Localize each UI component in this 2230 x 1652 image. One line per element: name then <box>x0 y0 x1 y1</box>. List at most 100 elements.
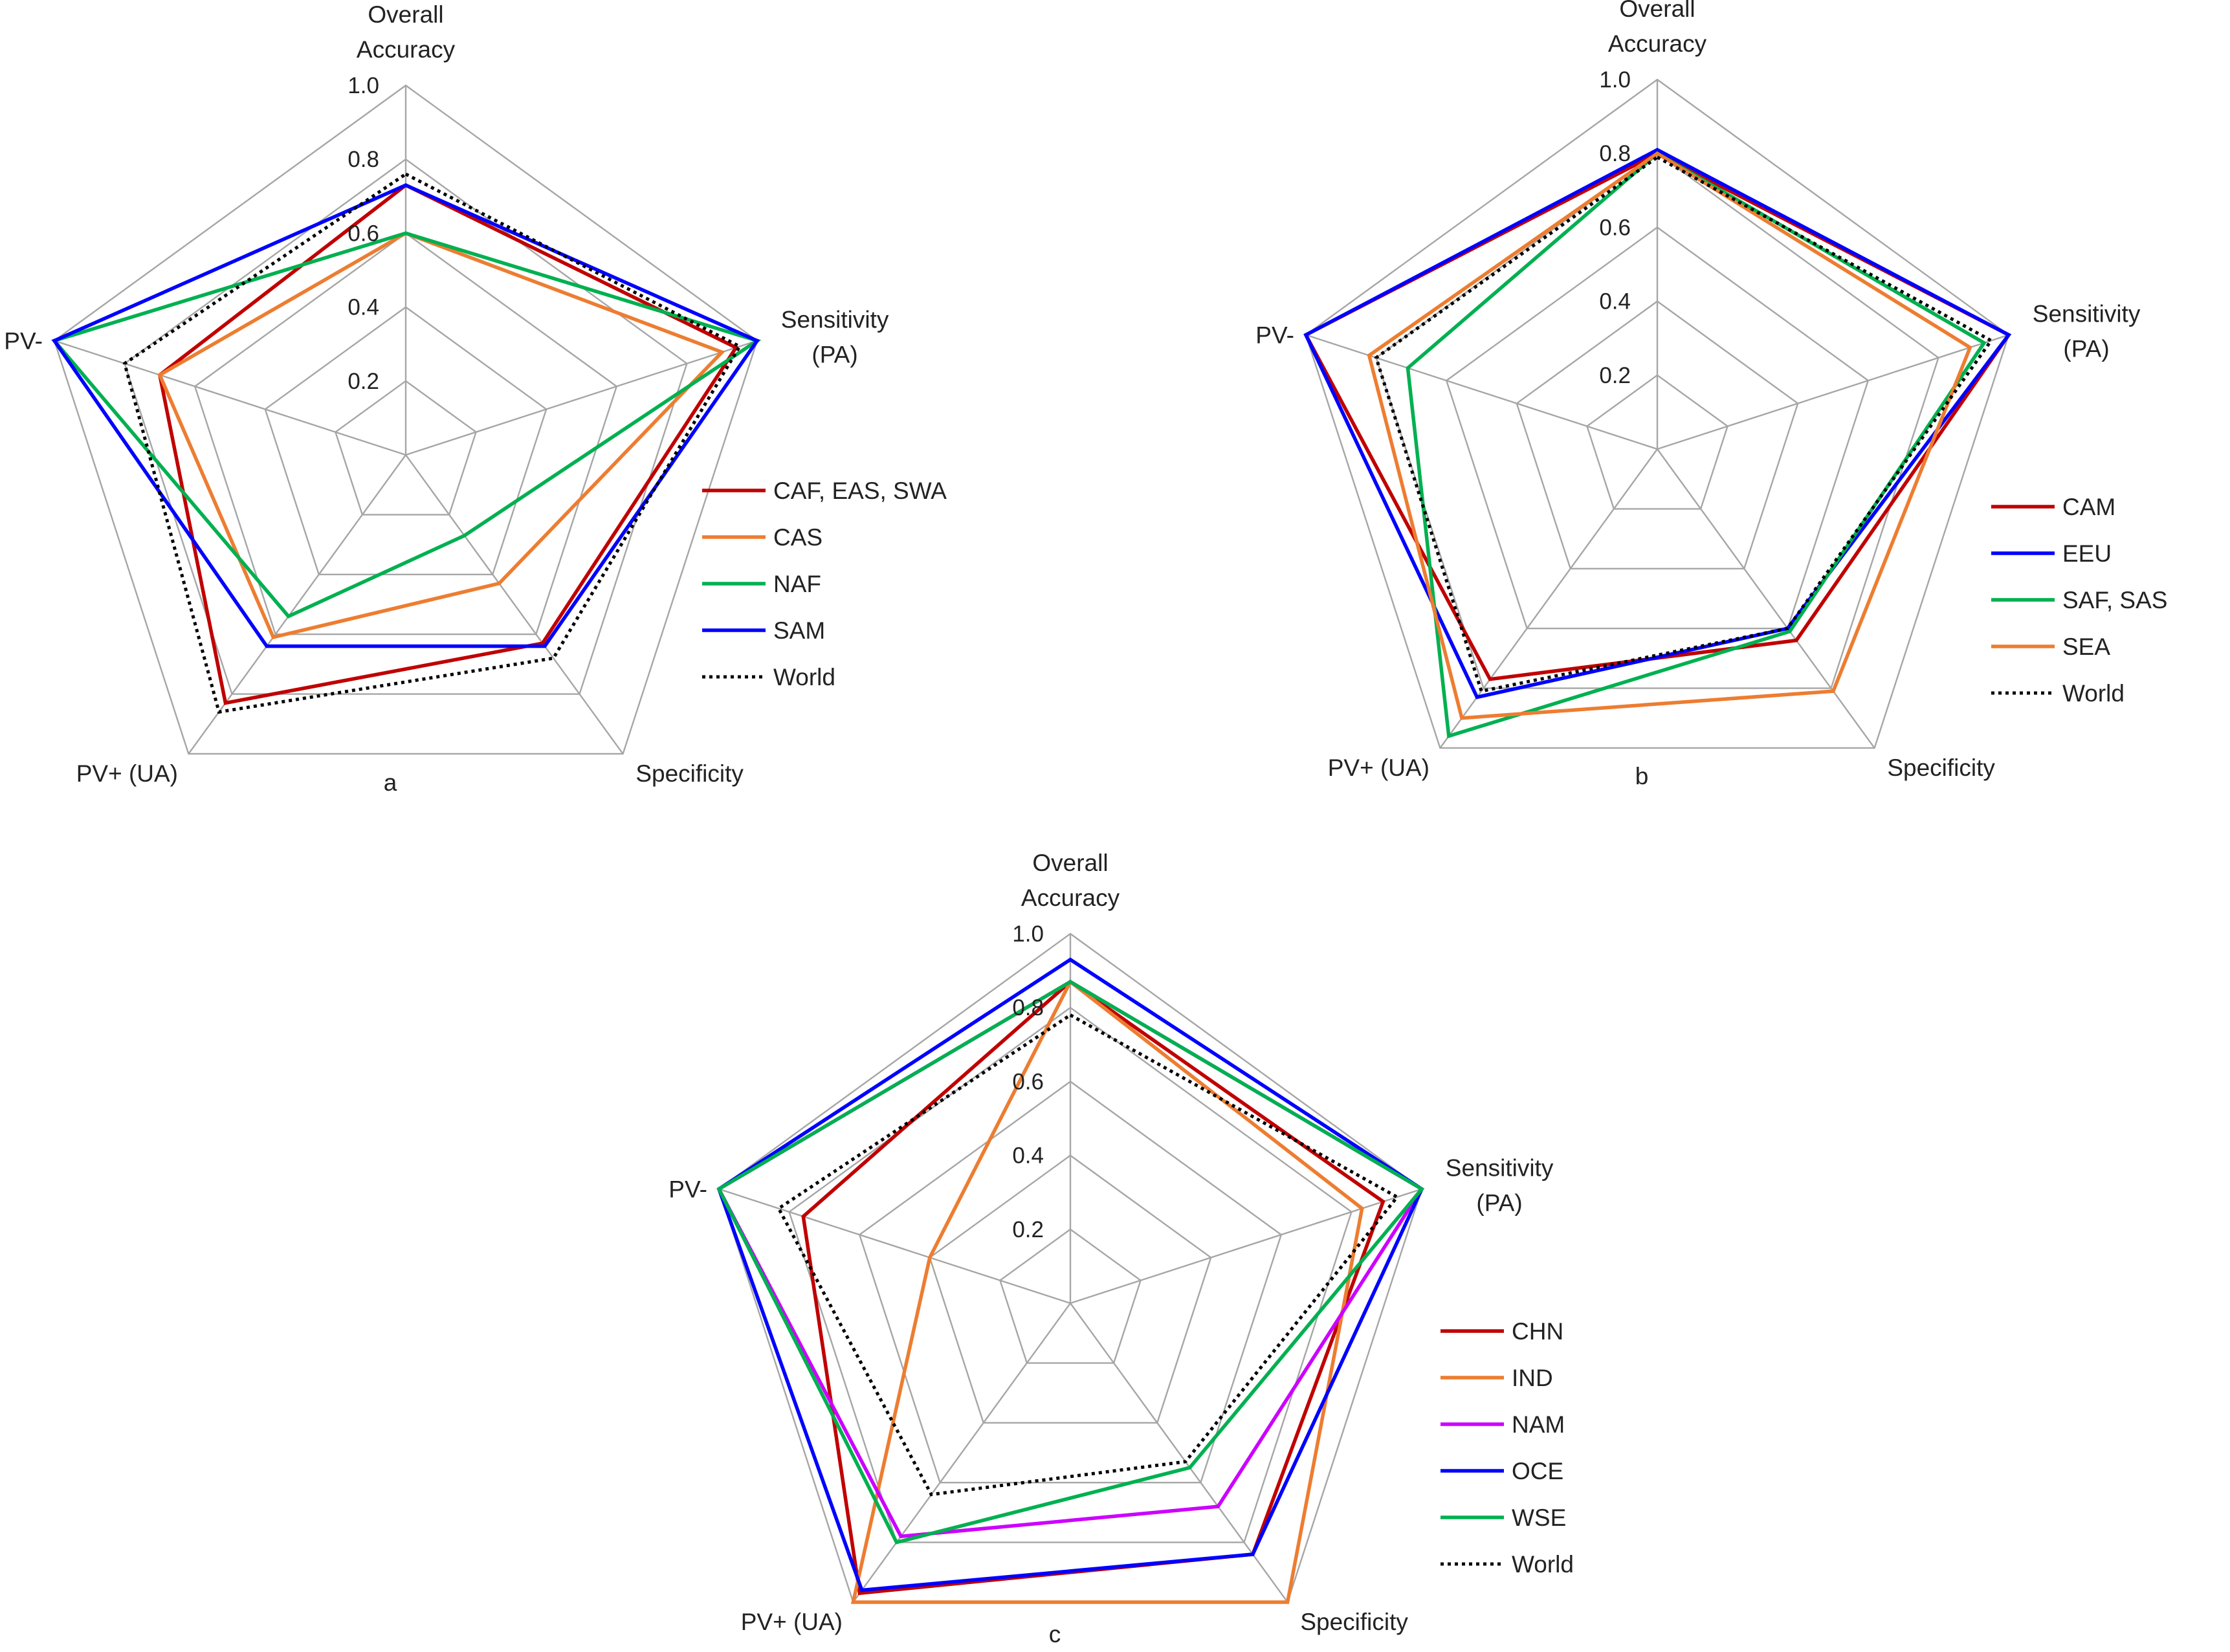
grid-spoke-4-c <box>718 1188 1071 1305</box>
grid-ring-2-a <box>264 306 547 575</box>
legend-label-wse-c: WSE <box>1512 1504 1566 1531</box>
tick-label-0-2-a: 0.2 <box>348 369 379 394</box>
axis-label-2-line-0-c: Specificity <box>1300 1609 1408 1635</box>
axis-label-1-line-0-a: Sensitivity <box>781 307 889 333</box>
tick-label-1-0-b: 1.0 <box>1599 67 1631 93</box>
series-world-c <box>776 1013 1400 1497</box>
radar-panel-b: 0.2 0.4 0.6 0.8 1.0 Overall Accuracy Sensitivi… <box>1255 0 2167 789</box>
radar-grid-c <box>718 932 1423 1603</box>
series-oce-c <box>716 957 1424 1592</box>
axis-label-0-line-0-c: Overall <box>1032 850 1108 876</box>
axis-label-4-line-0-c: PV- <box>668 1176 707 1203</box>
grid-ring-3-b <box>1445 226 1870 630</box>
radar-series-b <box>1303 148 2012 739</box>
legend-label-eeu-b: EEU <box>2062 540 2112 567</box>
tick-label-0-2-c: 0.2 <box>1012 1217 1044 1242</box>
grid-ring-5-b <box>1305 78 2010 749</box>
tick-label-0-4-a: 0.4 <box>348 295 379 320</box>
axis-label-0-line-1-c: Accuracy <box>1021 885 1120 911</box>
tick-label-0-6-c: 0.6 <box>1012 1069 1044 1094</box>
series-eeu-b <box>1303 148 2012 699</box>
series-naf-a <box>51 231 762 619</box>
tick-label-1-0-a: 1.0 <box>348 73 379 98</box>
radar-axis-labels-c: Overall Accuracy Sensitivity (PA) Specificit… <box>668 850 1554 1635</box>
grid-spoke-2-c <box>1070 1303 1288 1603</box>
axis-label-3-line-0-a: PV+ (UA) <box>76 760 178 787</box>
axis-label-3-line-0-b: PV+ (UA) <box>1328 754 1430 781</box>
legend-label-world-a: World <box>773 664 835 690</box>
legend-label-oce-c: OCE <box>1512 1458 1563 1484</box>
grid-ring-1-a <box>334 380 478 516</box>
axis-label-0-line-1-b: Accuracy <box>1608 30 1707 57</box>
legend-label-naf-a: NAF <box>773 571 821 597</box>
tick-label-0-8-a: 0.8 <box>348 147 379 172</box>
tick-label-0-6-b: 0.6 <box>1599 215 1631 240</box>
radar-axis-labels-a: Overall Accuracy Sensitivity (PA) Specificit… <box>4 1 889 787</box>
radar-legend-c: CHN IND NAM OCE WSE World <box>1441 1318 1574 1578</box>
grid-ring-4-a <box>124 158 688 695</box>
radar-panel-a: 0.2 0.4 0.6 0.8 1.0 Overall Accuracy Sensitivi… <box>4 1 947 796</box>
legend-label-cas-a: CAS <box>773 524 822 551</box>
grid-spoke-3-c <box>852 1303 1071 1603</box>
panel-label-c: c <box>1049 1621 1061 1647</box>
grid-spoke-4-a <box>54 340 406 456</box>
legend-label-sea-b: SEA <box>2062 633 2110 660</box>
radar-series-c <box>716 957 1425 1604</box>
axis-label-0-line-0-a: Overall <box>368 1 443 28</box>
legend-label-world-c: World <box>1512 1551 1574 1578</box>
axis-label-2-line-0-a: Specificity <box>635 760 744 787</box>
panel-label-b: b <box>1635 763 1649 789</box>
tick-label-0-4-c: 0.4 <box>1012 1143 1044 1169</box>
series-caf-eas-swa-a <box>157 182 739 705</box>
axis-label-1-line-0-b: Sensitivity <box>2033 301 2141 327</box>
legend-label-chn-c: CHN <box>1512 1318 1563 1345</box>
grid-ring-1-b <box>1585 374 1729 510</box>
panel-label-a: a <box>384 769 397 796</box>
tick-label-1-0-c: 1.0 <box>1012 921 1044 947</box>
grid-ring-3-a <box>193 232 618 635</box>
axis-label-2-line-0-b: Specificity <box>1887 754 1995 781</box>
radar-panel-c: 0.2 0.4 0.6 0.8 1.0 Overall Accuracy Sensitivi… <box>668 850 1574 1647</box>
axis-label-0-line-0-b: Overall <box>1619 0 1695 22</box>
axis-label-1-line-1-c: (PA) <box>1476 1190 1522 1217</box>
axis-label-4-line-0-b: PV- <box>1255 322 1294 349</box>
legend-label-nam-c: NAM <box>1512 1411 1565 1438</box>
grid-spoke-2-a <box>405 454 624 754</box>
radar-grid-a <box>53 84 758 755</box>
grid-spoke-3-b <box>1439 448 1658 749</box>
series-sea-b <box>1367 151 1972 720</box>
tick-label-0-2-b: 0.2 <box>1599 363 1631 388</box>
legend-label-ind-c: IND <box>1512 1365 1553 1391</box>
series-world-b <box>1374 155 1994 694</box>
tick-label-0-8-b: 0.8 <box>1599 141 1631 166</box>
grid-spoke-1-a <box>405 340 758 456</box>
series-sam-a <box>51 183 760 648</box>
axis-label-1-line-1-b: (PA) <box>2063 336 2109 362</box>
radar-legend-b: CAM EEU SAF, SAS SEA World <box>1991 494 2167 707</box>
series-saf-sas-b <box>1406 151 1987 739</box>
series-wse-c <box>716 980 1425 1545</box>
radar-ticks-b: 0.2 0.4 0.6 0.8 1.0 <box>1599 67 1631 388</box>
grid-spoke-3-a <box>188 454 406 754</box>
radar-legend-a: CAF, EAS, SWA CAS NAF SAM World <box>702 478 947 690</box>
grid-spoke-2-b <box>1657 448 1875 749</box>
series-cas-a <box>157 231 725 639</box>
series-world-a <box>122 172 742 714</box>
radar-series-a <box>51 172 762 714</box>
legend-label-cam-b: CAM <box>2062 494 2115 520</box>
axis-label-1-line-0-c: Sensitivity <box>1446 1155 1554 1182</box>
legend-label-saf-sas-b: SAF, SAS <box>2062 587 2167 613</box>
grid-ring-3-c <box>858 1080 1283 1484</box>
grid-spoke-4-b <box>1305 334 1658 450</box>
axis-label-3-line-0-c: PV+ (UA) <box>741 1609 843 1635</box>
legend-label-sam-a: SAM <box>773 617 825 644</box>
legend-label-caf-eas-swa-a: CAF, EAS, SWA <box>773 478 947 504</box>
tick-label-0-4-b: 0.4 <box>1599 289 1631 314</box>
radar-axis-labels-b: Overall Accuracy Sensitivity (PA) Specificit… <box>1255 0 2141 781</box>
grid-ring-2-c <box>929 1154 1212 1424</box>
axis-label-4-line-0-a: PV- <box>4 328 43 355</box>
grid-ring-4-c <box>788 1006 1352 1543</box>
grid-spoke-1-b <box>1657 334 2009 450</box>
grid-spoke-1-c <box>1070 1188 1422 1305</box>
